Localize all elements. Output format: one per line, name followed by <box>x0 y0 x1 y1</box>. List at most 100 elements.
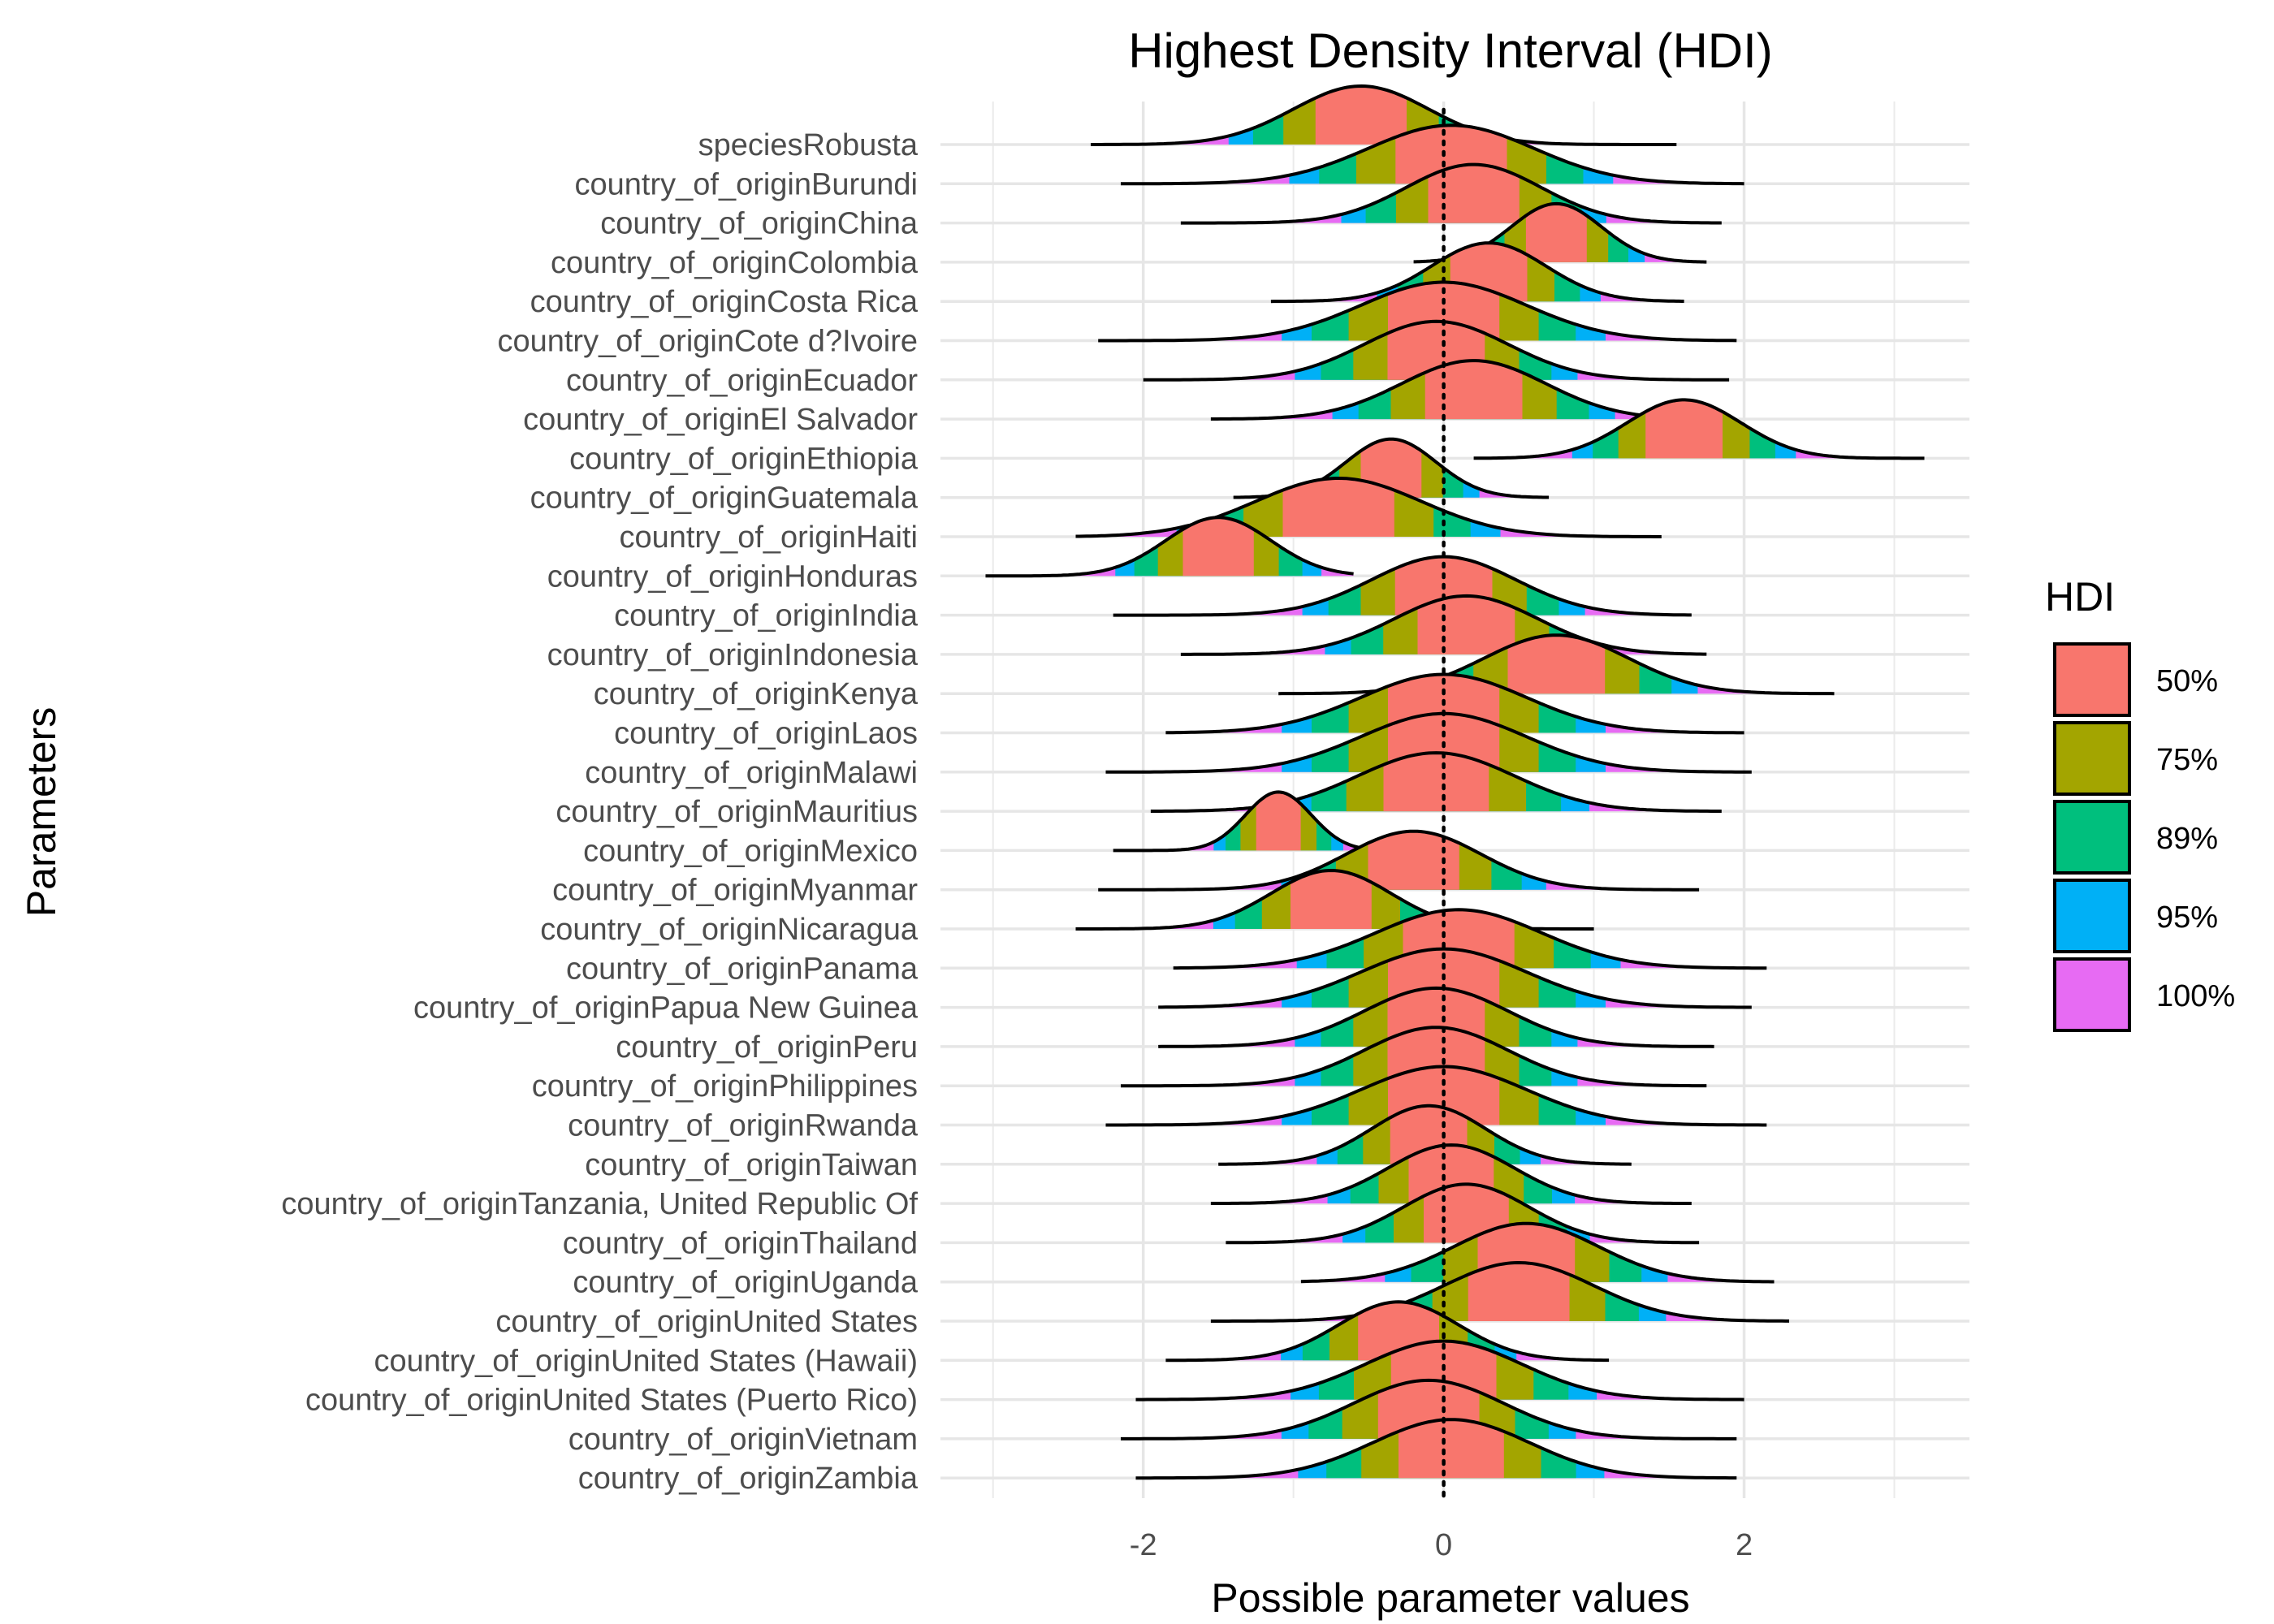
hdi-band-50% <box>1368 831 1459 890</box>
y-tick-label: country_of_originRwanda <box>568 1109 919 1143</box>
y-tick-label: country_of_originIndonesia <box>547 638 919 672</box>
y-tick-label: speciesRobusta <box>698 128 919 162</box>
hdi-band-50% <box>1525 203 1587 262</box>
y-tick-label: country_of_originPhilippines <box>532 1069 918 1104</box>
y-tick-labels: speciesRobusta country_of_originBurundico… <box>281 128 919 1496</box>
y-tick-label: country_of_originUnited States <box>495 1305 918 1339</box>
legend-items: 50% 75% 89% 95% 100% <box>2053 642 2235 1032</box>
y-tick-label: country_of_originUganda <box>573 1266 918 1300</box>
hdi-band-50% <box>1468 1263 1570 1321</box>
ridge-17 <box>1150 751 1722 813</box>
y-tick-label: country_of_originUnited States (Hawaii) <box>374 1344 918 1378</box>
density-ridges <box>985 84 1925 1480</box>
hdi-band-50% <box>1282 478 1394 537</box>
y-tick-label: country_of_originTaiwan <box>585 1148 918 1182</box>
y-tick-label: country_of_originMauritius <box>556 795 918 829</box>
legend-swatch <box>2053 642 2131 717</box>
hdi-band-50% <box>1383 753 1489 812</box>
legend-swatch <box>2053 957 2131 1032</box>
density-outline <box>1158 947 1752 1009</box>
density-outline <box>1165 672 1744 735</box>
density-outline <box>1121 123 1744 186</box>
hdi-band-50% <box>1507 635 1606 694</box>
y-tick-label: country_of_originHaiti <box>619 520 918 555</box>
legend-title: HDI <box>2045 574 2115 620</box>
ridge-14 <box>1278 633 1835 696</box>
density-outline <box>1143 319 1730 382</box>
y-tick-label: country_of_originMyanmar <box>552 874 918 908</box>
density-outline <box>1165 1300 1610 1363</box>
y-tick-label: country_of_originPapua New Guinea <box>413 991 919 1026</box>
ridge-30 <box>1210 1260 1789 1323</box>
ridge-0 <box>1091 84 1677 146</box>
y-tick-label: country_of_originKenya <box>594 677 919 711</box>
density-outline <box>1091 84 1677 146</box>
hdi-band-50% <box>1417 595 1515 654</box>
x-tick-label: 2 <box>1736 1528 1753 1562</box>
y-tick-label: country_of_originHonduras <box>547 559 918 594</box>
chart-title: Highest Density Interval (HDI) <box>1128 24 1773 78</box>
y-tick-label: country_of_originUnited States (Puerto R… <box>305 1384 918 1418</box>
density-outline <box>1098 280 1737 343</box>
ridge-28 <box>1226 1182 1700 1245</box>
x-tick-label: 0 <box>1435 1528 1452 1562</box>
y-tick-label: country_of_originBurundi <box>575 167 919 201</box>
density-outline <box>1270 241 1684 304</box>
hdi-band-50% <box>1424 361 1523 420</box>
y-tick-label: country_of_originCote d?Ivoire <box>497 325 918 359</box>
y-tick-label: country_of_originEthiopia <box>569 442 919 476</box>
ridge-10 <box>1075 477 1662 538</box>
hdi-band-50% <box>1315 86 1407 145</box>
y-tick-label: country_of_originEcuador <box>566 364 918 398</box>
ridge-8 <box>1473 398 1925 460</box>
legend-swatch <box>2053 800 2131 875</box>
y-tick-label: country_of_originPanama <box>566 952 919 986</box>
density-outline <box>1105 1065 1767 1127</box>
hdi-band-50% <box>1256 792 1301 851</box>
density-outline <box>1135 1418 1737 1480</box>
y-tick-label: country_of_originEl Salvador <box>523 403 918 437</box>
y-tick-label: country_of_originZambia <box>578 1462 919 1496</box>
ridge-34 <box>1135 1418 1737 1480</box>
density-outline <box>1473 398 1925 460</box>
y-tick-label: country_of_originNicaragua <box>540 913 919 947</box>
density-outline <box>1098 829 1700 892</box>
legend: HDI 50% 75% 89% 95% 100% <box>2045 574 2235 1032</box>
x-tick-labels: -2 0 2 <box>1130 1528 1753 1562</box>
y-axis-title: Parameters <box>19 707 64 917</box>
density-outline <box>1113 555 1692 617</box>
density-outline <box>1173 908 1767 970</box>
y-tick-label: country_of_originColombia <box>551 246 919 280</box>
hdi-band-50% <box>1645 400 1723 459</box>
legend-swatch <box>2053 721 2131 796</box>
legend-label: 95% <box>2156 901 2218 935</box>
y-tick-label: country_of_originGuatemala <box>530 482 919 516</box>
ridge-20 <box>1075 868 1594 931</box>
density-outline <box>1135 1339 1744 1402</box>
legend-label: 100% <box>2156 979 2235 1013</box>
ridge-19 <box>1098 829 1700 892</box>
x-axis-title: Possible parameter values <box>1211 1575 1689 1621</box>
y-tick-label: country_of_originChina <box>600 207 919 241</box>
y-tick-label: country_of_originLaos <box>614 717 918 751</box>
ridge-29 <box>1300 1221 1775 1284</box>
y-tick-label: country_of_originIndia <box>614 599 919 633</box>
y-tick-label: country_of_originCosta Rica <box>530 285 919 319</box>
x-tick-label: -2 <box>1130 1528 1157 1562</box>
density-outline <box>1210 359 1722 421</box>
density-outline <box>1218 1104 1632 1166</box>
legend-label: 89% <box>2156 822 2218 856</box>
hdi-band-50% <box>1290 870 1372 929</box>
density-outline <box>1121 1378 1737 1440</box>
y-tick-label: country_of_originThailand <box>563 1226 918 1260</box>
ridge-1 <box>1121 123 1744 186</box>
legend-label: 75% <box>2156 743 2218 777</box>
density-outline <box>1180 162 1722 225</box>
y-tick-label: country_of_originMexico <box>583 834 918 868</box>
density-outline <box>1075 477 1662 538</box>
hdi-band-50% <box>1182 517 1254 577</box>
ridge-2 <box>1180 162 1722 225</box>
y-tick-label: country_of_originMalawi <box>585 756 918 790</box>
